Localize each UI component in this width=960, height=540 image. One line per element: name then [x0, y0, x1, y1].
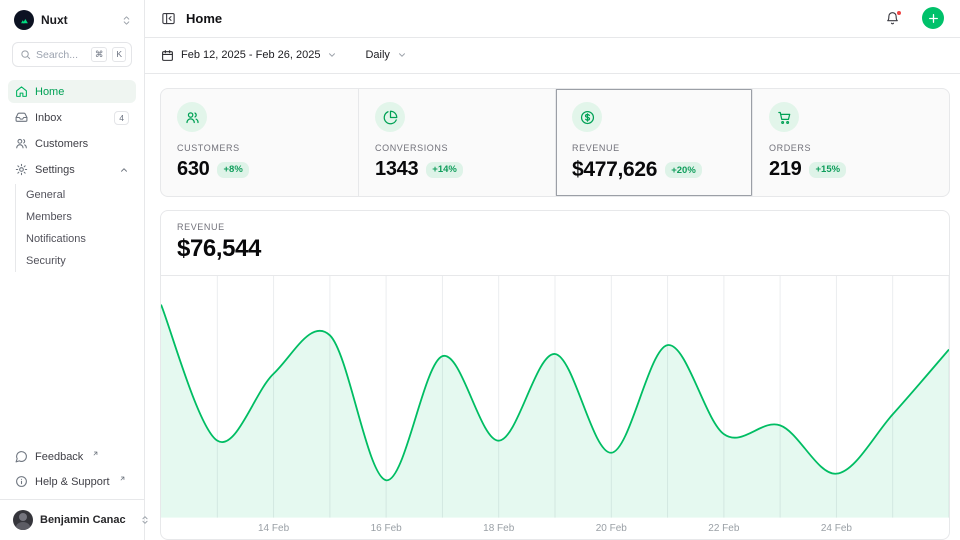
x-tick-label: 20 Feb: [596, 523, 627, 534]
sidebar-item-customers[interactable]: Customers: [8, 132, 136, 155]
stat-card-customers[interactable]: CUSTOMERS 630 +8%: [161, 89, 358, 196]
gear-icon: [15, 163, 28, 176]
stat-value: 219: [769, 158, 801, 181]
kbd-k: K: [112, 47, 126, 61]
stat-label: ORDERS: [769, 143, 933, 153]
filters-toolbar: Feb 12, 2025 - Feb 26, 2025 Daily: [145, 38, 960, 74]
user-section: Benjamin Canac: [0, 499, 144, 540]
x-tick-label: 16 Feb: [371, 523, 402, 534]
info-circle-icon: [15, 475, 28, 488]
inbox-icon: [15, 111, 28, 124]
chevron-down-icon: [327, 50, 337, 60]
cart-icon: [769, 102, 799, 132]
notifications-bell-button[interactable]: [885, 11, 900, 26]
chat-bubble-icon: [15, 450, 28, 463]
stat-delta-badge: +15%: [809, 162, 846, 178]
sidebar-item-label: Home: [35, 86, 64, 98]
dollar-circle-icon: [572, 102, 602, 132]
notification-dot: [896, 10, 902, 16]
stat-value: $477,626: [572, 158, 657, 182]
settings-subnav: General Members Notifications Security: [15, 184, 136, 272]
stat-delta-badge: +8%: [217, 162, 248, 178]
stat-value: 630: [177, 158, 209, 181]
granularity-select[interactable]: Daily: [365, 49, 406, 61]
home-icon: [15, 85, 28, 98]
page-title: Home: [186, 11, 222, 26]
sidebar-subitem-members[interactable]: Members: [26, 206, 136, 228]
chevrons-up-down-icon: [121, 15, 132, 26]
user-menu-button[interactable]: Benjamin Canac: [9, 508, 135, 532]
workspace-name: Nuxt: [41, 13, 68, 27]
top-header: Home: [145, 0, 960, 38]
sidebar: Nuxt Search... ⌘ K Home: [0, 0, 145, 540]
revenue-area-chart[interactable]: [161, 276, 949, 518]
footer-link-label: Feedback: [35, 451, 83, 463]
sidebar-item-inbox[interactable]: Inbox 4: [8, 106, 136, 129]
stat-delta-badge: +14%: [426, 162, 463, 178]
user-name: Benjamin Canac: [40, 514, 126, 526]
chart-x-axis-labels: 14 Feb 16 Feb 18 Feb 20 Feb 22 Feb 24 Feb: [161, 518, 949, 539]
sidebar-item-settings[interactable]: Settings: [8, 158, 136, 181]
stat-label: CONVERSIONS: [375, 143, 539, 153]
sidebar-item-home[interactable]: Home: [8, 80, 136, 103]
add-button[interactable]: [922, 7, 944, 29]
x-tick-label: 24 Feb: [821, 523, 852, 534]
footer-link-label: Help & Support: [35, 476, 110, 488]
stat-card-orders[interactable]: ORDERS 219 +15%: [752, 89, 949, 196]
help-support-link[interactable]: Help & Support: [8, 470, 136, 493]
dashboard-content: CUSTOMERS 630 +8% CONVERSIONS 1343 +14%: [145, 74, 960, 540]
search-icon: [20, 49, 31, 60]
users-icon: [177, 102, 207, 132]
x-tick-label: 22 Feb: [708, 523, 739, 534]
sidebar-footer-nav: Feedback Help & Support: [8, 445, 136, 493]
stat-label: REVENUE: [572, 143, 736, 153]
sidebar-item-label: Settings: [35, 164, 75, 176]
main-panel: Home Feb 12, 2025 - Feb 26, 2025: [145, 0, 960, 540]
x-tick-label: 18 Feb: [483, 523, 514, 534]
granularity-value: Daily: [365, 49, 389, 61]
pie-chart-icon: [375, 102, 405, 132]
sidebar-subitem-notifications[interactable]: Notifications: [26, 228, 136, 250]
chevron-down-icon: [397, 50, 407, 60]
external-link-icon: [92, 450, 99, 457]
calendar-icon: [161, 49, 174, 62]
x-tick-label: 14 Feb: [258, 523, 289, 534]
stat-delta-badge: +20%: [665, 162, 702, 178]
users-icon: [15, 137, 28, 150]
chevron-up-icon: [119, 165, 129, 175]
plus-icon: [927, 12, 940, 25]
avatar: [13, 510, 33, 530]
stat-card-revenue[interactable]: REVENUE $477,626 +20%: [555, 89, 752, 196]
stat-label: CUSTOMERS: [177, 143, 342, 153]
nuxt-logo-icon: [14, 10, 34, 30]
sidebar-subitem-security[interactable]: Security: [26, 250, 136, 272]
inbox-count-badge: 4: [114, 111, 129, 125]
chart-title: REVENUE: [177, 222, 933, 232]
stats-row: CUSTOMERS 630 +8% CONVERSIONS 1343 +14%: [160, 88, 950, 197]
search-placeholder: Search...: [36, 49, 78, 61]
date-range-picker[interactable]: Feb 12, 2025 - Feb 26, 2025: [161, 49, 337, 62]
app-window: Nuxt Search... ⌘ K Home: [0, 0, 960, 540]
sidebar-nav: Home Inbox 4 Customers Settings: [8, 80, 136, 181]
collapse-sidebar-icon[interactable]: [161, 11, 176, 26]
revenue-chart-card: REVENUE $76,544 14 Feb 16 Feb 18 Feb 20 Feb…: [160, 210, 950, 540]
sidebar-item-label: Customers: [35, 138, 88, 150]
sidebar-subitem-general[interactable]: General: [26, 184, 136, 206]
external-link-icon: [119, 475, 126, 482]
stat-card-conversions[interactable]: CONVERSIONS 1343 +14%: [358, 89, 555, 196]
chart-header: REVENUE $76,544: [161, 211, 949, 276]
sidebar-item-label: Inbox: [35, 112, 62, 124]
feedback-link[interactable]: Feedback: [8, 445, 136, 468]
workspace-switcher[interactable]: Nuxt: [0, 0, 144, 38]
search-input[interactable]: Search... ⌘ K: [12, 42, 132, 67]
stat-value: 1343: [375, 158, 418, 181]
kbd-cmd: ⌘: [91, 47, 108, 61]
date-range-value: Feb 12, 2025 - Feb 26, 2025: [181, 49, 320, 61]
chart-total-value: $76,544: [177, 235, 933, 263]
